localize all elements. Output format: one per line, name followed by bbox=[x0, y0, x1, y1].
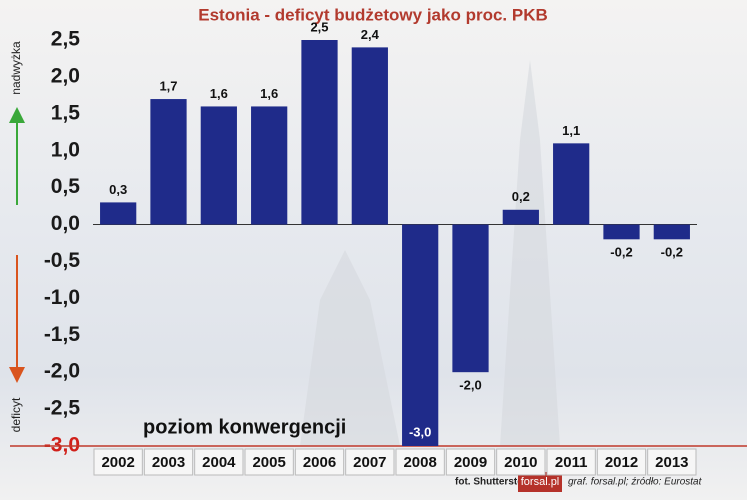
bar bbox=[653, 224, 690, 240]
x-tick-label: 2009 bbox=[454, 454, 487, 471]
photo-credit: fot. Shutterstock bbox=[455, 477, 535, 488]
y-tick-label: -2,0 bbox=[44, 360, 80, 383]
bar bbox=[351, 47, 388, 225]
x-tick-label: 2007 bbox=[353, 454, 386, 471]
y-tick-label: 0,0 bbox=[51, 212, 80, 235]
y-tick-label: 1,0 bbox=[51, 138, 80, 161]
value-label: 1,1 bbox=[562, 123, 580, 138]
value-label: 1,6 bbox=[260, 86, 278, 101]
bar bbox=[200, 106, 237, 225]
category-box bbox=[345, 448, 395, 476]
bar bbox=[150, 99, 187, 225]
x-tick-label: 2004 bbox=[202, 454, 236, 471]
bar bbox=[251, 106, 288, 225]
value-label: 0,3 bbox=[109, 182, 127, 197]
value-label: 0,2 bbox=[512, 189, 530, 204]
x-tick-label: 2010 bbox=[504, 454, 537, 471]
value-label: -3,0 bbox=[409, 424, 431, 439]
value-label: -2,0 bbox=[459, 378, 481, 393]
value-label: 1,7 bbox=[159, 78, 177, 93]
logo-box bbox=[518, 472, 562, 492]
x-tick-label: 2003 bbox=[152, 454, 185, 471]
category-box bbox=[445, 448, 496, 476]
logo: forsal.pl bbox=[521, 476, 560, 488]
bar bbox=[553, 143, 590, 225]
source: graf. forsal.pl; źródło: Eurostat bbox=[568, 477, 703, 488]
category-box bbox=[647, 448, 697, 476]
category-box bbox=[244, 448, 294, 476]
annotation: poziom konwergencji bbox=[143, 416, 346, 438]
category-box bbox=[596, 448, 647, 476]
x-tick-label: 2012 bbox=[605, 454, 638, 471]
y-tick-label: 2,0 bbox=[51, 64, 80, 87]
y-tick-label: 1,5 bbox=[51, 101, 81, 124]
y-tick-label: 0,5 bbox=[51, 175, 81, 198]
value-label: 2,5 bbox=[310, 19, 328, 34]
bar bbox=[603, 224, 640, 240]
y-tick-label: -0,5 bbox=[44, 249, 81, 272]
bar bbox=[301, 40, 338, 225]
x-tick-label: 2013 bbox=[655, 454, 688, 471]
y-tick-label: -3,0 bbox=[44, 434, 80, 457]
bar bbox=[100, 202, 137, 225]
y-tick-label: -1,0 bbox=[44, 286, 80, 309]
y-tick-label: 2,5 bbox=[51, 28, 81, 51]
bar bbox=[402, 224, 439, 446]
y-label-bottom: deficyt bbox=[9, 397, 23, 432]
category-box bbox=[194, 448, 244, 476]
x-tick-label: 2008 bbox=[403, 454, 436, 471]
value-label: 1,6 bbox=[210, 86, 228, 101]
value-label: -0,2 bbox=[661, 245, 683, 260]
category-box bbox=[546, 448, 596, 476]
category-box bbox=[294, 448, 345, 476]
category-box bbox=[496, 448, 546, 476]
background-city bbox=[300, 60, 560, 446]
chart-title: Estonia - deficyt budżetowy jako proc. P… bbox=[198, 5, 548, 24]
x-tick-label: 2006 bbox=[303, 454, 336, 471]
bar bbox=[502, 209, 539, 225]
x-tick-label: 2002 bbox=[101, 454, 134, 471]
category-box bbox=[395, 448, 445, 476]
category-box bbox=[93, 448, 143, 476]
x-tick-label: 2011 bbox=[555, 454, 588, 471]
value-label: -0,2 bbox=[610, 245, 632, 260]
y-tick-label: -2,5 bbox=[44, 397, 81, 420]
y-tick-label: -1,5 bbox=[44, 323, 81, 346]
y-label-top: nadwyżka bbox=[9, 41, 23, 95]
category-box bbox=[143, 448, 194, 476]
x-tick-label: 2005 bbox=[252, 454, 285, 471]
value-label: 2,4 bbox=[361, 27, 380, 42]
bar bbox=[452, 224, 489, 373]
